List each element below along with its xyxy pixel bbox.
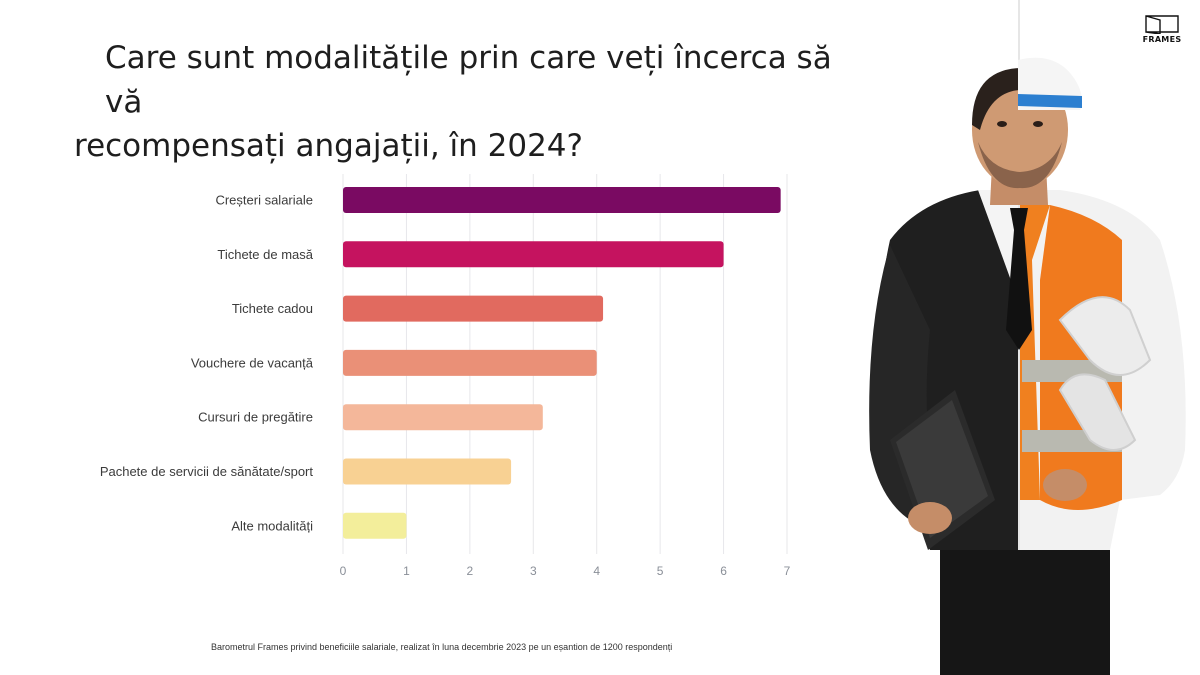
bar — [343, 458, 512, 485]
bar-chart: 0 1 2 3 4 5 6 7 Creșteri salariale Tichete de mas… — [100, 174, 791, 578]
category-label: Vouchere de vacanță — [191, 355, 314, 370]
chart-title: Care sunt modalitățile prin care veți în… — [74, 36, 874, 168]
frames-logo: FRAMES — [1140, 14, 1184, 44]
x-tick-label: 7 — [784, 564, 791, 578]
category-label: Tichete cadou — [232, 301, 313, 316]
bar — [343, 512, 407, 539]
frames-logo-text: FRAMES — [1142, 35, 1182, 44]
chart-title-line-2: recompensați angajații, în 2024? — [74, 128, 583, 164]
category-label: Pachete de servicii de sănătate/sport — [100, 464, 314, 479]
bar — [343, 241, 724, 268]
x-tick-label: 3 — [530, 564, 537, 578]
x-tick-label: 4 — [593, 564, 600, 578]
businessman-engineer-illustration — [869, 57, 1186, 675]
x-tick-label: 5 — [657, 564, 664, 578]
category-label: Alte modalități — [231, 518, 313, 533]
x-tick-label: 6 — [720, 564, 727, 578]
x-tick-label: 2 — [467, 564, 474, 578]
bar — [343, 187, 781, 213]
bar — [343, 349, 597, 376]
bar — [343, 404, 543, 431]
frames-logo-icon — [1145, 15, 1179, 35]
category-label: Cursuri de pregătire — [198, 410, 313, 425]
bar — [343, 295, 604, 322]
category-label: Creșteri salariale — [215, 193, 313, 208]
x-tick-label: 0 — [340, 564, 347, 578]
category-label: Tichete de masă — [217, 247, 313, 262]
x-tick-label: 1 — [403, 564, 410, 578]
chart-title-line-1: Care sunt modalitățile prin care veți în… — [105, 40, 832, 120]
source-footnote: Barometrul Frames privind beneficiile sa… — [211, 642, 673, 652]
